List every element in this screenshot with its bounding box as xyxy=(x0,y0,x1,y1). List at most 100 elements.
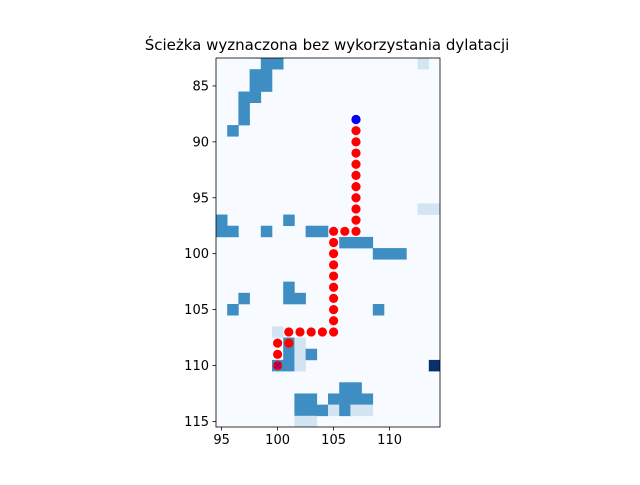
heatmap-cell xyxy=(361,393,374,405)
goal-marker-stroke xyxy=(274,361,282,370)
heatmap-cell xyxy=(372,304,385,316)
heatmap-cell xyxy=(428,359,440,372)
heatmap-cell xyxy=(294,348,306,361)
heatmap-cell xyxy=(294,415,306,427)
path-point xyxy=(329,293,339,304)
heatmap-cells xyxy=(216,58,440,427)
heatmap-cell xyxy=(283,281,295,294)
heatmap-cell xyxy=(249,91,262,104)
heatmap-cell xyxy=(294,359,306,372)
heatmap-cell xyxy=(350,393,362,405)
heatmap-cell xyxy=(361,404,374,417)
heatmap-cell xyxy=(227,125,239,137)
x-tick-label: 95 xyxy=(213,433,230,448)
y-tick-label: 95 xyxy=(192,191,209,206)
heatmap-cell xyxy=(238,102,250,115)
heatmap-cell xyxy=(372,248,385,260)
y-tick-label: 115 xyxy=(184,415,209,430)
path-point xyxy=(306,327,316,337)
heatmap-cell xyxy=(249,80,262,92)
x-tick-label: 110 xyxy=(377,433,402,448)
path-point xyxy=(329,304,339,315)
path-point xyxy=(329,327,339,337)
heatmap-cell xyxy=(283,348,295,361)
path-point xyxy=(329,237,339,248)
heatmap-cell xyxy=(249,69,262,81)
heatmap-cell xyxy=(283,359,295,372)
heatmap-cell xyxy=(294,393,306,405)
y-tick-label: 110 xyxy=(184,359,209,374)
heatmap-cell xyxy=(272,326,284,338)
x-tick-label: 100 xyxy=(265,433,290,448)
path-point xyxy=(351,193,361,203)
heatmap-cell xyxy=(272,58,284,70)
heatmap-cell xyxy=(417,203,430,215)
heatmap-cell xyxy=(350,404,362,417)
heatmap-cell xyxy=(428,203,440,215)
chart-title: Ścieżka wyznaczona bez wykorzystania dyl… xyxy=(145,35,510,54)
path-point xyxy=(329,260,339,270)
heatmap-cell xyxy=(316,404,329,417)
heatmap-cell xyxy=(305,404,318,417)
path-point xyxy=(351,170,361,181)
path-point xyxy=(329,282,339,292)
heatmap-cell xyxy=(216,214,228,227)
path-point xyxy=(284,327,294,337)
path-point xyxy=(351,159,361,169)
heatmap-cell xyxy=(305,225,318,238)
plot-background xyxy=(216,58,440,427)
heatmap-cell xyxy=(283,292,295,305)
y-tick-label: 100 xyxy=(184,247,209,262)
y-tick-label: 90 xyxy=(192,135,209,150)
path-point xyxy=(340,226,350,236)
heatmap-cell xyxy=(260,58,273,70)
path-point xyxy=(351,137,361,147)
path-point xyxy=(351,204,361,214)
heatmap-cell xyxy=(339,393,351,405)
heatmap-cell xyxy=(238,292,250,305)
path-point xyxy=(351,126,361,136)
x-axis: 95 100 105 110 xyxy=(213,427,402,448)
path-point xyxy=(351,226,361,236)
heatmap-cell xyxy=(260,225,273,238)
heatmap-cell xyxy=(305,348,318,361)
heatmap-cell xyxy=(328,393,340,405)
heatmap-cell xyxy=(294,292,306,305)
path-point xyxy=(351,181,361,192)
heatmap-cell xyxy=(395,248,407,260)
path-point xyxy=(317,327,327,337)
y-tick-label: 105 xyxy=(184,303,209,318)
path-point xyxy=(329,271,339,281)
heatmap-cell xyxy=(339,404,351,417)
heatmap-cell xyxy=(305,393,318,405)
heatmap-cell xyxy=(305,415,318,427)
y-tick-label: 85 xyxy=(192,79,209,94)
heatmap-cell xyxy=(339,382,351,394)
heatmap-cell xyxy=(316,225,329,238)
x-tick-label: 105 xyxy=(321,433,346,448)
y-axis: 85 90 95 100 105 110 115 xyxy=(184,79,216,430)
heatmap-cell xyxy=(260,80,273,92)
heatmap-cell xyxy=(294,337,306,350)
heatmap-cell xyxy=(328,404,340,417)
path-markers xyxy=(273,114,361,371)
path-point xyxy=(351,148,361,158)
heatmap-cell xyxy=(227,225,239,238)
plot-frame xyxy=(215,57,441,428)
heatmap-cell xyxy=(260,69,273,81)
heatmap-cell xyxy=(227,304,239,316)
heatmap-cell xyxy=(361,236,374,249)
path-point xyxy=(284,338,294,348)
heatmap-cell xyxy=(339,236,351,249)
path-point xyxy=(273,349,283,359)
heatmap-cell xyxy=(294,404,306,417)
heatmap-cell xyxy=(384,248,396,260)
heatmap-cell xyxy=(350,382,362,394)
heatmap-cell xyxy=(238,113,250,126)
path-point xyxy=(351,215,361,225)
heatmap-cell xyxy=(283,214,295,227)
heatmap-cell xyxy=(238,91,250,104)
path-point xyxy=(329,226,339,236)
